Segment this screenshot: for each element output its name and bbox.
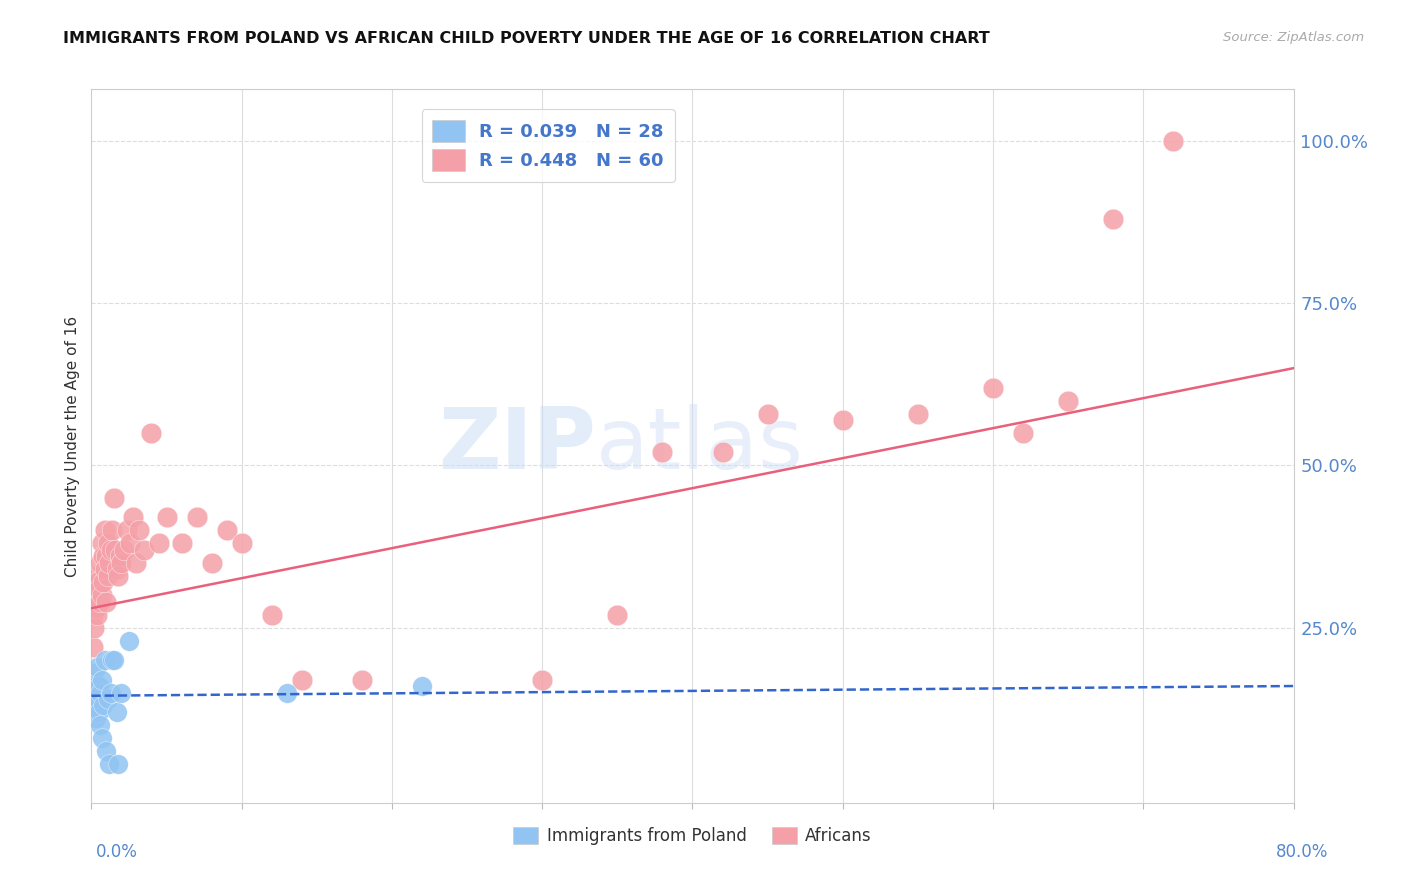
Point xyxy=(83,588,105,602)
Point xyxy=(105,562,128,576)
Point xyxy=(101,653,124,667)
Point xyxy=(84,568,107,582)
Point xyxy=(98,556,121,570)
Text: Source: ZipAtlas.com: Source: ZipAtlas.com xyxy=(1223,31,1364,45)
Point xyxy=(260,607,283,622)
Point xyxy=(110,556,132,570)
Point xyxy=(97,536,120,550)
Point xyxy=(86,692,108,706)
Point xyxy=(96,595,118,609)
Point xyxy=(97,568,120,582)
Point xyxy=(531,673,554,687)
Point xyxy=(87,582,110,596)
Point xyxy=(84,601,107,615)
Point xyxy=(148,536,170,550)
Point xyxy=(981,381,1004,395)
Point xyxy=(98,756,121,771)
Point xyxy=(215,524,238,538)
Text: ZIP: ZIP xyxy=(439,404,596,488)
Point xyxy=(1102,211,1125,226)
Point xyxy=(117,524,139,538)
Point xyxy=(94,653,117,667)
Point xyxy=(1161,134,1184,148)
Point xyxy=(89,595,111,609)
Point xyxy=(96,549,118,564)
Point xyxy=(87,705,110,719)
Point xyxy=(108,549,131,564)
Text: 80.0%: 80.0% xyxy=(1277,843,1329,861)
Text: IMMIGRANTS FROM POLAND VS AFRICAN CHILD POVERTY UNDER THE AGE OF 16 CORRELATION : IMMIGRANTS FROM POLAND VS AFRICAN CHILD … xyxy=(63,31,990,46)
Point xyxy=(93,698,115,713)
Point xyxy=(122,510,145,524)
Point xyxy=(110,685,132,699)
Point xyxy=(170,536,193,550)
Point xyxy=(89,556,111,570)
Point xyxy=(90,673,112,687)
Point xyxy=(125,556,148,570)
Point xyxy=(100,542,122,557)
Point xyxy=(1012,425,1035,440)
Point xyxy=(83,673,105,687)
Point xyxy=(103,491,125,505)
Point xyxy=(411,679,433,693)
Point xyxy=(276,685,298,699)
Point xyxy=(101,524,124,538)
Text: 0.0%: 0.0% xyxy=(96,843,138,861)
Point xyxy=(90,588,112,602)
Point xyxy=(291,673,314,687)
Point xyxy=(86,607,108,622)
Y-axis label: Child Poverty Under the Age of 16: Child Poverty Under the Age of 16 xyxy=(65,316,80,576)
Point xyxy=(105,705,128,719)
Point xyxy=(132,542,155,557)
Point xyxy=(89,718,111,732)
Point xyxy=(155,510,177,524)
Point xyxy=(93,575,115,590)
Point xyxy=(86,659,108,673)
Point xyxy=(107,756,129,771)
Point xyxy=(90,731,112,745)
Point xyxy=(711,445,734,459)
Point xyxy=(83,621,105,635)
Point xyxy=(231,536,253,550)
Point xyxy=(90,536,112,550)
Point xyxy=(82,666,104,681)
Point xyxy=(87,679,110,693)
Point xyxy=(107,568,129,582)
Point xyxy=(84,711,107,725)
Point xyxy=(831,413,853,427)
Point xyxy=(907,407,929,421)
Point xyxy=(606,607,628,622)
Point xyxy=(84,679,107,693)
Text: atlas: atlas xyxy=(596,404,804,488)
Point xyxy=(103,653,125,667)
Point xyxy=(128,524,150,538)
Point xyxy=(94,562,117,576)
Point xyxy=(82,640,104,654)
Point xyxy=(96,744,118,758)
Point xyxy=(141,425,163,440)
Point xyxy=(94,524,117,538)
Point xyxy=(93,549,115,564)
Point xyxy=(120,536,142,550)
Point xyxy=(1057,393,1080,408)
Point xyxy=(82,685,104,699)
Point xyxy=(114,542,136,557)
Point xyxy=(86,575,108,590)
Point xyxy=(118,633,141,648)
Point xyxy=(350,673,373,687)
Point xyxy=(651,445,673,459)
Point xyxy=(201,556,224,570)
Point xyxy=(186,510,208,524)
Point xyxy=(82,607,104,622)
Point xyxy=(89,685,111,699)
Point xyxy=(100,685,122,699)
Point xyxy=(97,692,120,706)
Point xyxy=(83,698,105,713)
Legend: Immigrants from Poland, Africans: Immigrants from Poland, Africans xyxy=(506,820,879,852)
Point xyxy=(756,407,779,421)
Point xyxy=(104,542,127,557)
